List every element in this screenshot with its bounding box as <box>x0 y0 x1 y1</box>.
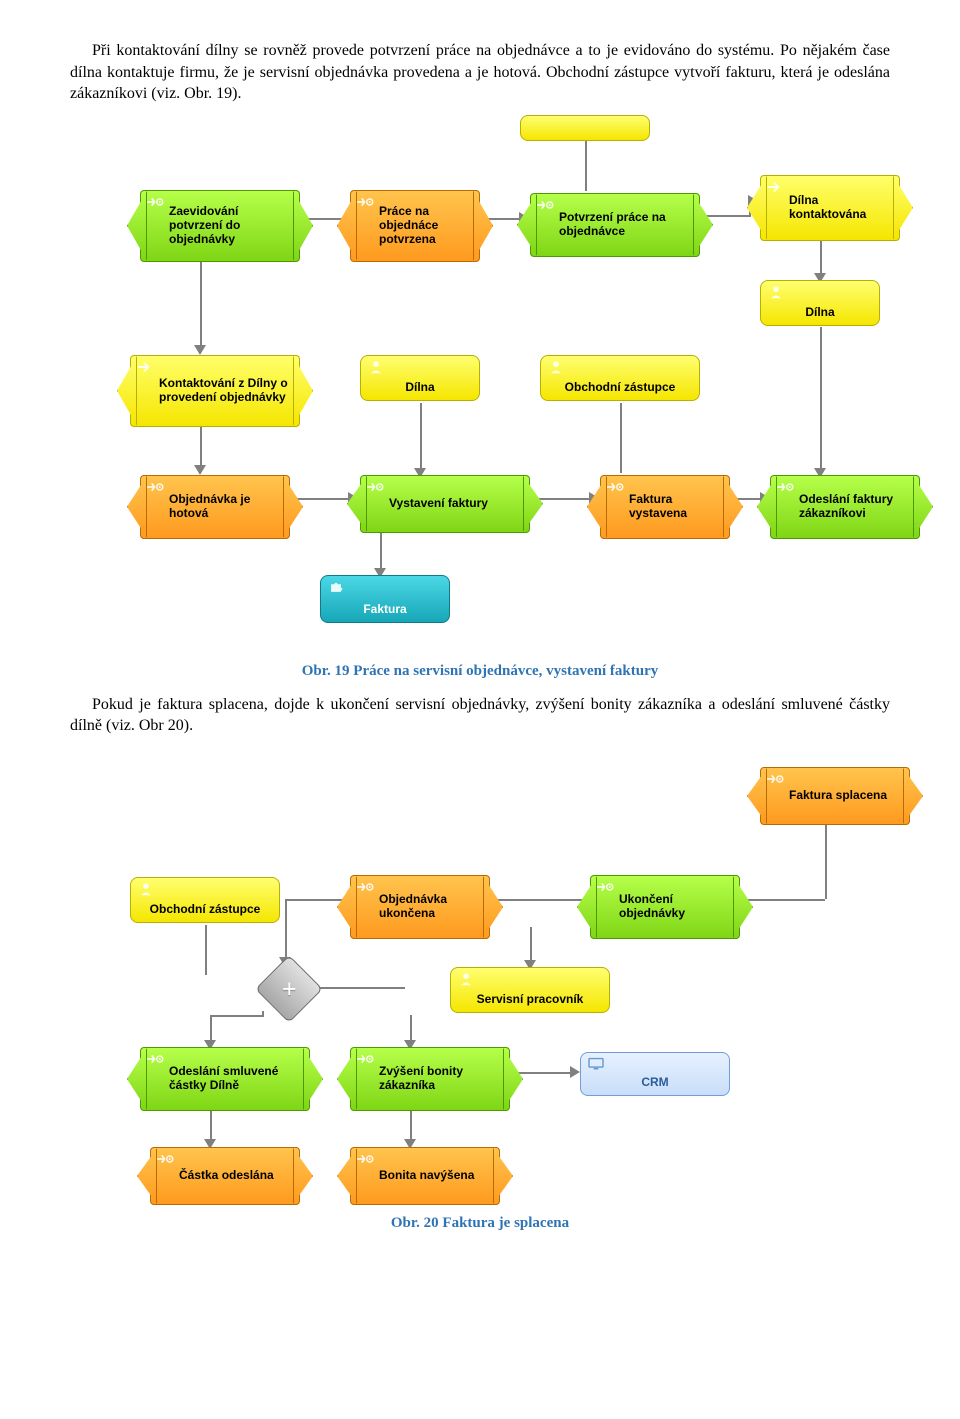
node-label: Odeslání faktury zákazníkovi <box>799 493 911 521</box>
node-label: Částka odeslána <box>179 1169 274 1183</box>
node-crm: CRM <box>580 1052 730 1096</box>
edge <box>210 1015 262 1017</box>
arrow-gear-icon <box>357 1152 375 1166</box>
node-prace-pot: Práce na objednáce potvrzena <box>350 190 460 248</box>
node-potvr: Potvrzení práce na objednávce <box>530 193 680 243</box>
edge <box>205 925 207 975</box>
screen-icon <box>587 1057 605 1071</box>
person-icon <box>547 360 565 374</box>
node-label: Vystavení faktury <box>389 497 488 511</box>
diagram-20: Faktura splacena Obchodní zástupce Objedná… <box>70 747 890 1207</box>
arrow-gear-icon <box>607 480 625 494</box>
node-obch-z: Obchodní zástupce <box>540 355 700 401</box>
arrow-gear-icon <box>777 480 795 494</box>
paragraph-2: Pokud je faktura splacena, dojde k ukonč… <box>70 694 890 737</box>
node-label: Dílna kontaktována <box>789 194 891 222</box>
node-faktura: Faktura <box>320 575 450 623</box>
node-top-bar <box>520 115 650 141</box>
node-bon-nav: Bonita navýšena <box>350 1147 480 1191</box>
node-label: Potvrzení práce na objednávce <box>559 211 691 239</box>
node-fakt-vyst: Faktura vystavena <box>600 475 710 525</box>
node-dilna3: Dílna <box>360 355 480 401</box>
node-label: Bonita navýšena <box>379 1169 474 1183</box>
node-odes-fakt: Odeslání faktury zákazníkovi <box>770 475 900 525</box>
arrow-icon <box>137 360 155 374</box>
node-obch-z2: Obchodní zástupce <box>130 877 280 923</box>
node-cast-odes: Částka odeslána <box>150 1147 280 1191</box>
edge-arrow <box>194 465 206 475</box>
gateway-plus: + <box>282 974 297 1004</box>
node-label: Faktura vystavena <box>629 493 721 521</box>
node-label: Ukončení objednávky <box>619 893 731 921</box>
person-icon <box>367 360 385 374</box>
edge <box>820 327 822 473</box>
arrow-icon <box>767 180 785 194</box>
caption-19: Obr. 19 Práce na servisní objednávce, vy… <box>70 663 890 680</box>
node-label: Servisní pracovník <box>477 992 584 1006</box>
node-label: Dílna <box>405 380 434 394</box>
arrow-gear-icon <box>597 880 615 894</box>
node-label: Zaevidování potvrzení do objednávky <box>169 205 291 246</box>
arrow-gear-icon <box>147 1052 165 1066</box>
node-fakt-spl: Faktura splacena <box>760 767 890 811</box>
node-serv-prac: Servisní pracovník <box>450 967 610 1013</box>
node-zvys-bon: Zvýšení bonity zákazníka <box>350 1047 490 1097</box>
node-kontakt: Kontaktování z Dílny o provedení objedná… <box>130 355 280 413</box>
node-label: Objednávka je hotová <box>169 493 281 521</box>
person-icon <box>137 882 155 896</box>
arrow-gear-icon <box>147 195 165 209</box>
edge-arrow <box>570 1066 580 1078</box>
node-obj-hot: Objednávka je hotová <box>140 475 270 525</box>
edge <box>620 403 622 473</box>
edge <box>420 403 422 473</box>
arrow-gear-icon <box>367 480 385 494</box>
arrow-gear-icon <box>767 772 785 786</box>
caption-20: Obr. 20 Faktura je splacena <box>70 1215 890 1232</box>
edge <box>825 813 827 899</box>
node-vyst-fakt: Vystavení faktury <box>360 475 510 519</box>
arrow-gear-icon <box>357 880 375 894</box>
arrow-gear-icon <box>157 1152 175 1166</box>
person-icon <box>457 972 475 986</box>
node-label: Kontaktování z Dílny o provedení objedná… <box>159 377 291 405</box>
node-dilna-kont: Dílna kontaktována <box>760 175 880 227</box>
node-label: Zvýšení bonity zákazníka <box>379 1065 501 1093</box>
person-icon <box>767 285 785 299</box>
node-label: Obchodní zástupce <box>565 380 676 394</box>
edge <box>285 899 345 901</box>
puzzle-icon <box>327 580 345 594</box>
node-label: CRM <box>641 1075 668 1089</box>
arrow-gear-icon <box>147 480 165 494</box>
node-label: Práce na objednáce potvrzena <box>379 205 471 246</box>
node-obj-uk: Objednávka ukončena <box>350 875 470 925</box>
node-diamond: + <box>255 955 323 1023</box>
node-label: Dílna <box>805 305 834 319</box>
edge <box>262 1011 264 1017</box>
arrow-gear-icon <box>357 1052 375 1066</box>
node-odes-cast: Odeslání smluvené částky Dílně <box>140 1047 290 1097</box>
node-zaev: Zaevidování potvrzení do objednávky <box>140 190 280 248</box>
edge <box>585 141 587 191</box>
node-ukon: Ukončení objednávky <box>590 875 720 925</box>
arrow-gear-icon <box>537 198 555 212</box>
edge <box>285 899 287 961</box>
node-label: Odeslání smluvené částky Dílně <box>169 1065 301 1093</box>
node-label: Obchodní zástupce <box>150 902 261 916</box>
node-label: Faktura <box>363 602 406 616</box>
diagram-19: Zaevidování potvrzení do objednávky Práce… <box>70 115 890 655</box>
arrow-gear-icon <box>357 195 375 209</box>
node-label: Faktura splacena <box>789 789 887 803</box>
node-dilna2: Dílna <box>760 280 880 326</box>
edge <box>315 987 405 989</box>
node-label: Objednávka ukončena <box>379 893 481 921</box>
edge <box>200 250 202 350</box>
paragraph-1: Při kontaktování dílny se rovněž provede… <box>70 40 890 105</box>
edge-arrow <box>194 345 206 355</box>
